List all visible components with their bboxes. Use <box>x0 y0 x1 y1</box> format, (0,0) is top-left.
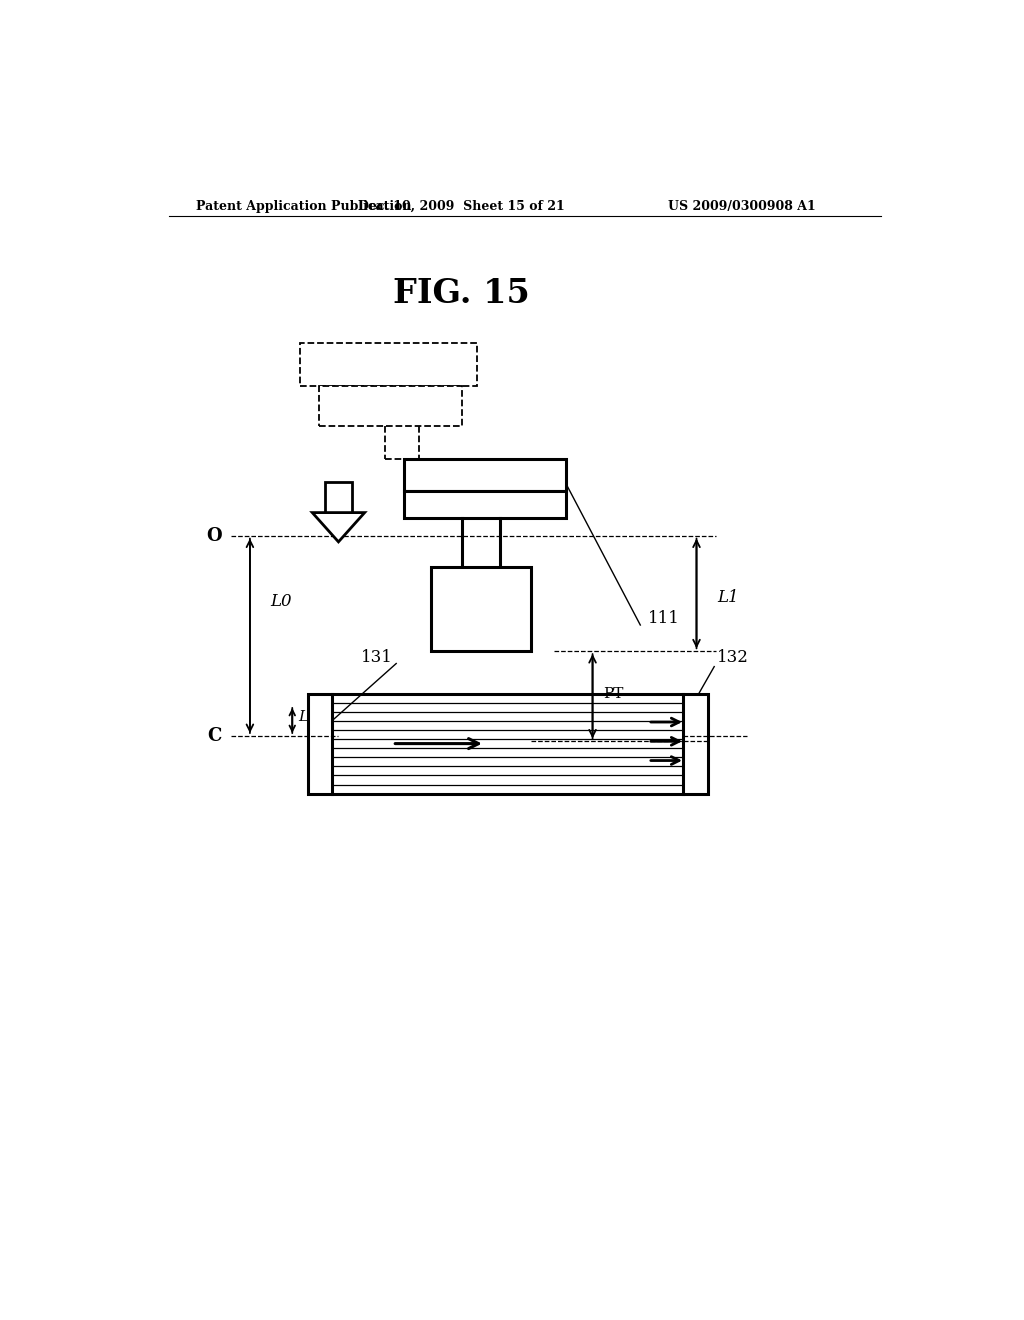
Bar <box>683 693 708 793</box>
Bar <box>307 693 333 793</box>
Text: 111: 111 <box>648 610 680 627</box>
Text: PT: PT <box>603 686 624 701</box>
Bar <box>325 482 352 512</box>
Bar <box>403 459 565 491</box>
Text: L1: L1 <box>717 589 739 606</box>
Text: C: C <box>207 727 221 744</box>
Text: 132: 132 <box>717 649 750 665</box>
Text: L0: L0 <box>270 593 292 610</box>
Text: Dec. 10, 2009  Sheet 15 of 21: Dec. 10, 2009 Sheet 15 of 21 <box>358 199 565 213</box>
Text: FIG. 15: FIG. 15 <box>393 277 530 310</box>
Bar <box>319 385 462 425</box>
Bar <box>431 566 531 651</box>
Bar <box>300 343 477 385</box>
Text: O: O <box>206 527 221 545</box>
Text: L2: L2 <box>298 710 318 725</box>
Text: US 2009/0300908 A1: US 2009/0300908 A1 <box>668 199 816 213</box>
Text: Patent Application Publication: Patent Application Publication <box>196 199 412 213</box>
Polygon shape <box>312 512 365 543</box>
Bar <box>403 491 565 517</box>
Text: 131: 131 <box>360 649 392 665</box>
